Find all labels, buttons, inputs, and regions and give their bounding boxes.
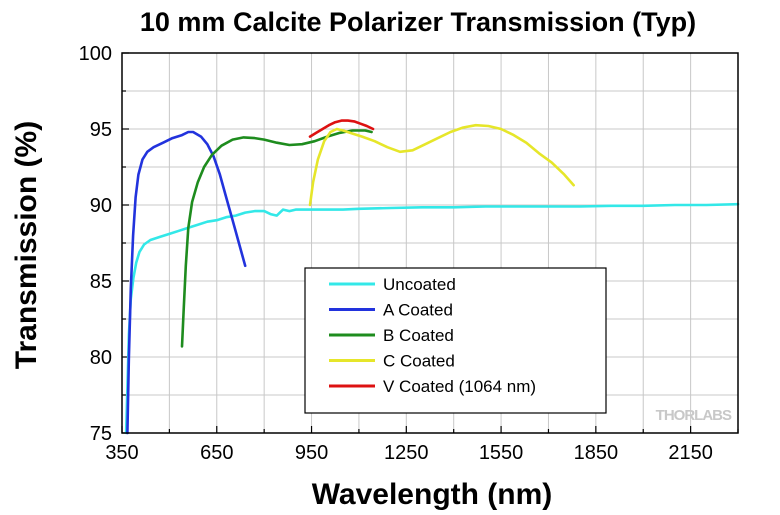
series-line-c-coated	[308, 123, 575, 207]
y-tick-label: 100	[79, 43, 112, 65]
legend-label: A Coated	[383, 301, 453, 320]
y-tick-label: 75	[90, 423, 112, 445]
x-tick-label: 650	[200, 442, 233, 464]
y-axis-ticks: 75 80 85 90 95 100	[79, 43, 129, 445]
x-tick-label: 1250	[384, 442, 429, 464]
x-axis-title: Wavelength (nm)	[312, 478, 553, 511]
thorlabs-watermark: THORLABS	[656, 407, 732, 424]
series-line-b-coated	[180, 129, 373, 348]
legend-label: Uncoated	[383, 275, 456, 294]
x-tick-label: 1850	[574, 442, 619, 464]
y-tick-label: 80	[90, 347, 112, 369]
y-tick-label: 95	[90, 119, 112, 141]
chart-title: 10 mm Calcite Polarizer Transmission (Ty…	[140, 7, 696, 37]
plot-border	[121, 52, 739, 434]
legend-label: B Coated	[383, 326, 454, 345]
series-line-a-coated	[126, 130, 247, 435]
legend-label: V Coated (1064 nm)	[383, 377, 536, 396]
x-tick-label: 350	[105, 442, 138, 464]
x-axis-ticks: 350 650 950 1250 1550 1850 2150	[105, 426, 739, 464]
series-line-uncoated	[124, 202, 740, 435]
legend-box	[304, 267, 607, 414]
y-tick-label: 90	[90, 195, 112, 217]
x-tick-label: 1550	[479, 442, 524, 464]
legend-label: C Coated	[383, 352, 455, 371]
series-line-v-coated-1064-nm	[308, 119, 375, 138]
y-axis-title: Transmission (%)	[10, 121, 43, 369]
x-tick-label: 2150	[668, 442, 713, 464]
series-layer	[124, 119, 740, 435]
x-tick-label: 950	[295, 442, 328, 464]
y-tick-label: 85	[90, 271, 112, 293]
legend: Uncoated A Coated B Coated C Coated V Coated…	[304, 267, 607, 414]
